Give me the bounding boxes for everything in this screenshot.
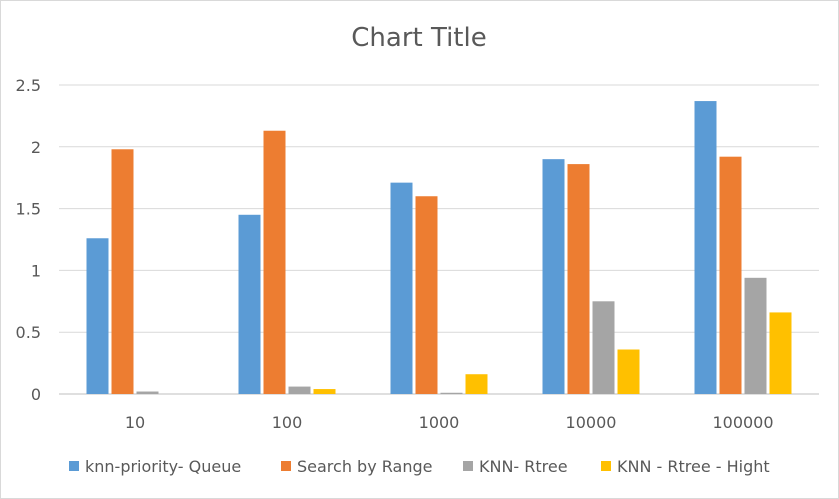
chart-title: Chart Title: [351, 23, 486, 53]
bar: [719, 156, 742, 394]
bar: [238, 214, 261, 394]
x-axis: 10 100 1000 10000 100000: [125, 413, 774, 432]
legend-swatch: [463, 461, 473, 471]
gridlines: [59, 84, 819, 395]
y-tick-label: 2: [31, 138, 41, 157]
bar: [744, 277, 767, 394]
y-tick-label: 1.5: [16, 200, 41, 219]
bar: [617, 349, 640, 394]
legend-swatch: [281, 461, 291, 471]
legend-label: Search by Range: [297, 457, 432, 476]
legend-swatch: [69, 461, 79, 471]
bar: [263, 130, 286, 394]
bar: [111, 149, 134, 394]
y-tick-label: 0: [31, 385, 41, 404]
bar: [415, 196, 438, 394]
bar: [313, 389, 336, 394]
legend-swatch: [601, 461, 611, 471]
y-tick-label: 2.5: [16, 76, 41, 95]
bars: [86, 101, 792, 395]
y-tick-label: 0.5: [16, 323, 41, 342]
bar: [769, 312, 792, 394]
y-axis: 0 0.5 1 1.5 2 2.5: [16, 76, 41, 404]
bar: [288, 386, 311, 394]
bar: [542, 159, 565, 394]
bar: [465, 374, 488, 394]
x-tick-label: 100000: [712, 413, 773, 432]
bar: [592, 301, 615, 394]
x-tick-label: 100: [272, 413, 303, 432]
bar: [86, 238, 109, 394]
bar: [390, 182, 413, 394]
x-tick-label: 1000: [419, 413, 460, 432]
legend-label: KNN- Rtree: [479, 457, 568, 476]
x-tick-label: 10: [125, 413, 145, 432]
legend-label: knn-priority- Queue: [85, 457, 241, 476]
bar: [694, 101, 717, 395]
bar: [440, 392, 463, 394]
y-tick-label: 1: [31, 261, 41, 280]
bar: [136, 391, 159, 394]
legend-label: KNN - Rtree - Hight: [617, 457, 770, 476]
bar: [567, 164, 590, 394]
legend: knn-priority- Queue Search by Range KNN- R…: [69, 457, 770, 476]
x-tick-label: 10000: [566, 413, 617, 432]
